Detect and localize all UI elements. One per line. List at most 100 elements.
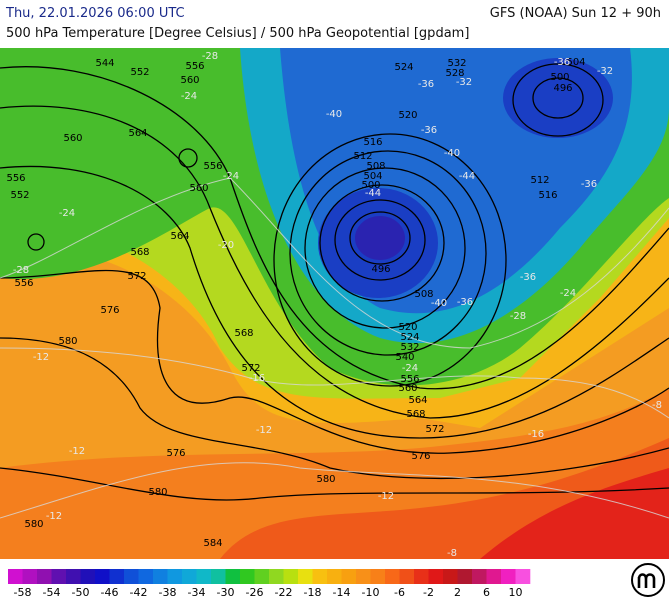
- colorbar-swatch: [399, 569, 415, 584]
- colorbar-label: -6: [394, 586, 405, 599]
- temperature-label: -24: [402, 363, 418, 374]
- geopotential-label: 512: [530, 175, 549, 186]
- temperature-label: -36: [418, 79, 434, 90]
- temperature-label: -36: [457, 297, 473, 308]
- geopotential-label: 500: [361, 180, 380, 191]
- geopotential-label: 560: [189, 183, 208, 194]
- temperature-label: -44: [459, 171, 475, 182]
- cold-core: [503, 58, 613, 138]
- temperature-label: -40: [326, 109, 342, 120]
- geopotential-label: 576: [411, 451, 430, 462]
- geopotential-label: 580: [58, 336, 77, 347]
- colorbar-swatch: [443, 569, 458, 584]
- colorbar-swatch: [327, 569, 342, 584]
- colorbar-swatch: [80, 569, 96, 584]
- geopotential-label: 560: [63, 133, 82, 144]
- colorbar-swatch: [66, 569, 81, 584]
- colorbar-swatch: [153, 569, 168, 584]
- colorbar-swatch: [370, 569, 386, 584]
- colorbar: -58 -54 -50 -46 -42 -38 -34 -30 -26 -22 -18 -14 -10-…: [8, 563, 665, 599]
- geopotential-label: 584: [203, 538, 222, 549]
- colorbar-swatch: [225, 569, 241, 584]
- geopotential-label: 560: [180, 75, 199, 86]
- colorbar-swatch: [95, 569, 110, 584]
- colorbar-swatch: [22, 569, 38, 584]
- geopotential-label: 508: [414, 289, 433, 300]
- colorbar-swatch: [312, 569, 328, 584]
- colorbar-label: 2: [454, 586, 461, 599]
- geopotential-label: 568: [406, 409, 425, 420]
- geopotential-label: 512: [353, 151, 372, 162]
- colorbar-label: -30: [217, 586, 235, 599]
- geopotential-label: 504: [566, 57, 585, 68]
- colorbar-swatch: [254, 569, 270, 584]
- colorbar-swatch: [414, 569, 429, 584]
- colorbar-swatch: [182, 569, 197, 584]
- geopotential-label: 532: [400, 342, 419, 353]
- temperature-label: -28: [13, 265, 29, 276]
- geopotential-label: 572: [241, 363, 260, 374]
- colorbar-swatch: [8, 569, 23, 584]
- isotherms: [0, 177, 669, 519]
- geopotential-label: 576: [166, 448, 185, 459]
- colorbar-swatch: [356, 569, 371, 584]
- colorbar-swatch: [385, 569, 400, 584]
- geopotential-label: 544: [95, 58, 114, 69]
- temperature-label: -12: [46, 511, 62, 522]
- colorbar-swatch: [472, 569, 487, 584]
- temperature-label: -40: [444, 148, 460, 159]
- colorbar-swatch: [240, 569, 255, 584]
- geopotential-label: 516: [363, 137, 382, 148]
- colorbar-swatch: [486, 569, 502, 584]
- colorbar-label: -22: [275, 586, 293, 599]
- geopotential-label: 496: [553, 83, 572, 94]
- colorbar-label: -26: [246, 586, 264, 599]
- geopotential-label: 580: [24, 519, 43, 530]
- temperature-label: -36: [554, 57, 570, 68]
- temperature-label: -36: [581, 179, 597, 190]
- colorbar-swatch: [211, 569, 226, 584]
- colorbar-label: 6: [483, 586, 490, 599]
- colorbar-swatch: [283, 569, 299, 584]
- geopotential-label: 580: [316, 474, 335, 485]
- colorbar-label: -38: [159, 586, 177, 599]
- colorbar-swatch: [51, 569, 67, 584]
- temperature-label: -32: [597, 66, 613, 77]
- geopotential-label: 528: [445, 68, 464, 79]
- colorbar-swatch: [341, 569, 357, 584]
- colorbar-swatch: [167, 569, 183, 584]
- temperature-label: -24: [560, 288, 576, 299]
- geopotential-label: 524: [394, 62, 413, 73]
- geopotential-label: 572: [127, 271, 146, 282]
- temperature-label: -24: [181, 91, 197, 102]
- temperature-label: -12: [69, 446, 85, 457]
- colorbar-label: 10: [509, 586, 523, 599]
- geopotential-label: 520: [398, 110, 417, 121]
- geopotential-label: 540: [395, 352, 414, 363]
- geopotential-label: 560: [398, 383, 417, 394]
- colorbar-swatch: [138, 569, 154, 584]
- cold-core: [355, 216, 405, 260]
- colorbar-swatch: [457, 569, 473, 584]
- geopotential-label: 556: [203, 161, 222, 172]
- colorbar-label: -42: [130, 586, 148, 599]
- geopotential-label: 552: [10, 190, 29, 201]
- temperature-label: -44: [365, 188, 381, 199]
- temperature-label: -24: [223, 171, 239, 182]
- geopotential-label: 568: [234, 328, 253, 339]
- temperature-label: -12: [256, 425, 272, 436]
- geopotential-label: 556: [185, 61, 204, 72]
- temperature-label: -20: [218, 240, 234, 251]
- geopotential-label: 556: [6, 173, 25, 184]
- logo: [631, 563, 665, 597]
- geopotential-label: 532: [447, 58, 466, 69]
- geopotential-label: 552: [130, 67, 149, 78]
- geopotential-label: 496: [371, 264, 390, 275]
- geopotential-label: 504: [363, 171, 382, 182]
- colorbar-swatch: [515, 569, 531, 584]
- temperature-label: -16: [528, 429, 544, 440]
- geopotential-label: 516: [538, 190, 557, 201]
- temperature-label: -12: [33, 352, 49, 363]
- colorbar-swatch: [298, 569, 313, 584]
